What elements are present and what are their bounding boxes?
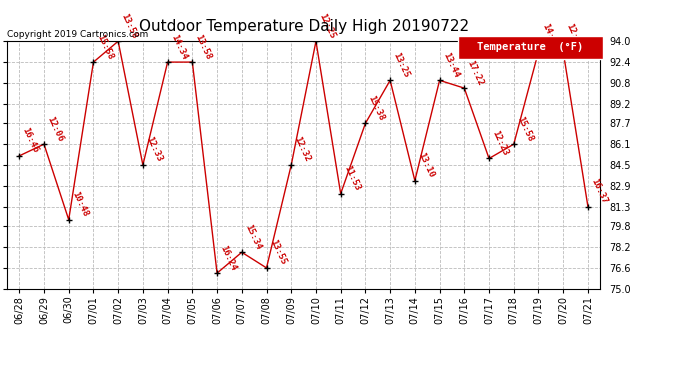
Text: 15:34: 15:34 bbox=[243, 223, 263, 251]
Text: 12:25: 12:25 bbox=[317, 12, 337, 40]
Text: 12:23: 12:23 bbox=[491, 129, 510, 157]
Text: 13:55: 13:55 bbox=[268, 238, 288, 267]
Text: Copyright 2019 Cartronics.com: Copyright 2019 Cartronics.com bbox=[7, 30, 148, 39]
Text: 16:37: 16:37 bbox=[589, 177, 609, 205]
Text: 15:58: 15:58 bbox=[515, 115, 535, 143]
Title: Outdoor Temperature Daily High 20190722: Outdoor Temperature Daily High 20190722 bbox=[139, 19, 469, 34]
Text: 12:32: 12:32 bbox=[293, 135, 312, 164]
Text: 11:53: 11:53 bbox=[342, 164, 362, 192]
Text: 14:34: 14:34 bbox=[169, 33, 188, 61]
Text: 13:10: 13:10 bbox=[416, 151, 436, 179]
Text: 13:25: 13:25 bbox=[391, 51, 411, 79]
Text: 12:56: 12:56 bbox=[564, 22, 584, 50]
Text: 10:48: 10:48 bbox=[70, 190, 90, 218]
Text: 13:58: 13:58 bbox=[194, 33, 213, 61]
Text: 12:06: 12:06 bbox=[46, 115, 65, 143]
Text: 13:44: 13:44 bbox=[441, 51, 460, 79]
Text: 15:58: 15:58 bbox=[95, 33, 115, 61]
Text: 16:24: 16:24 bbox=[219, 244, 238, 272]
Text: 12:33: 12:33 bbox=[144, 135, 164, 164]
Text: 17:22: 17:22 bbox=[466, 58, 485, 87]
Text: 16:46: 16:46 bbox=[21, 126, 40, 154]
Text: 14:31: 14:31 bbox=[540, 22, 560, 50]
Text: 15:38: 15:38 bbox=[367, 94, 386, 122]
Text: 13:58: 13:58 bbox=[119, 12, 139, 40]
